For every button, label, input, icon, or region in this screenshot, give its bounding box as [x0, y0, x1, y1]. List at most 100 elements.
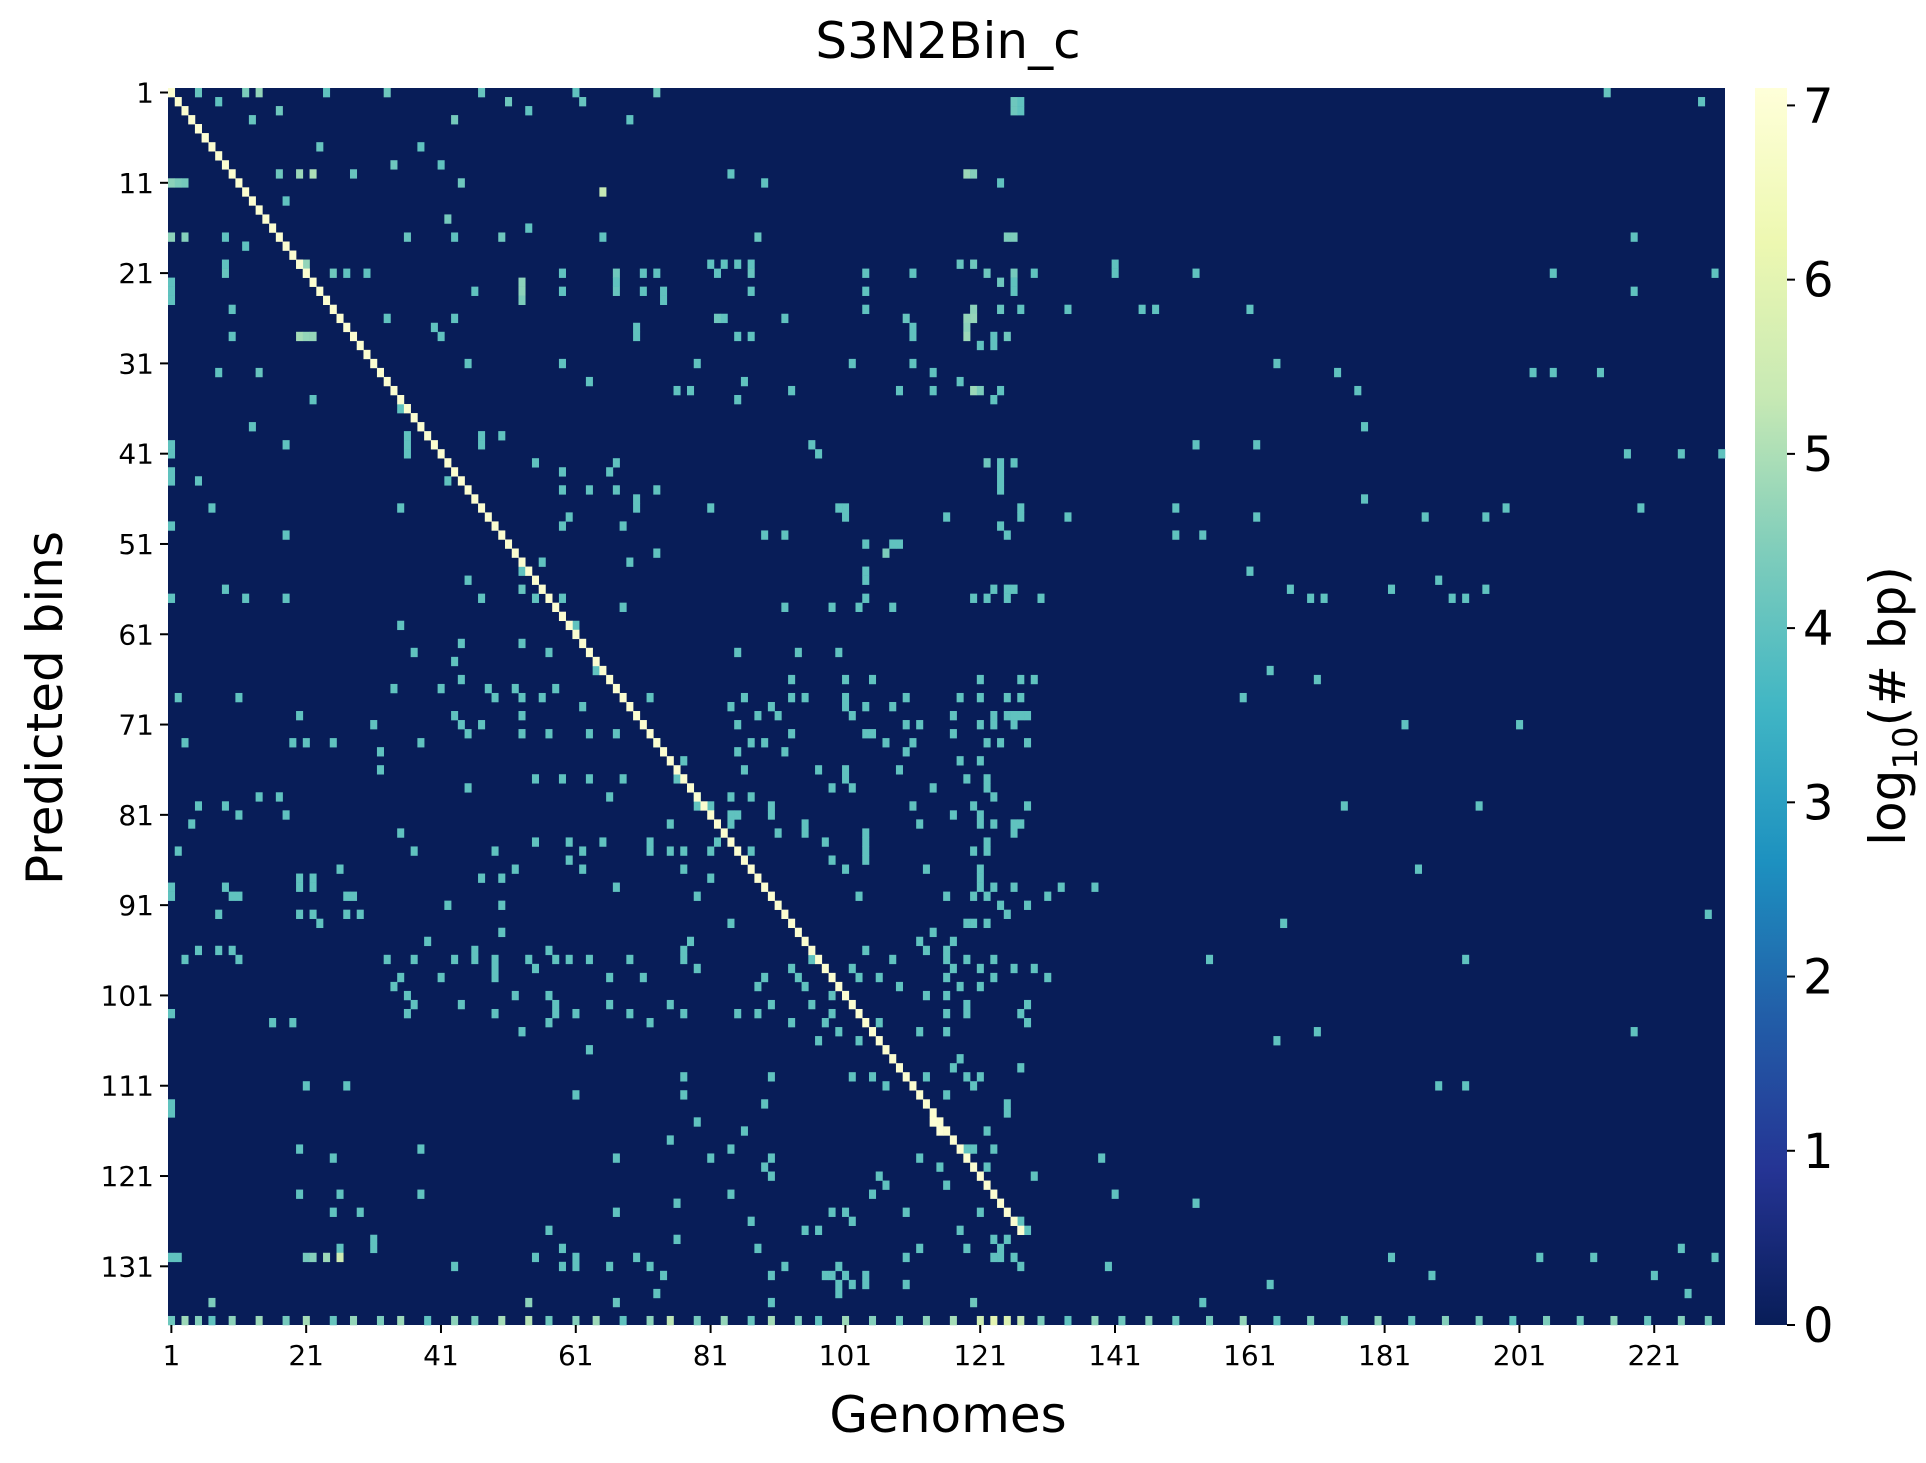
heatmap-cell-diagonal [997, 1198, 1005, 1208]
heatmap-cell [363, 268, 371, 278]
heatmap-cell [376, 765, 384, 775]
heatmap-cell [383, 313, 391, 324]
colorbar-tick-label: 7 [1803, 78, 1834, 134]
heatmap-cell-diagonal [437, 449, 445, 459]
heatmap-cell [464, 729, 472, 739]
heatmap-cell [478, 593, 486, 603]
heatmap-cell [531, 963, 540, 974]
heatmap-cell [1273, 1036, 1281, 1046]
heatmap-cell [835, 1288, 843, 1299]
heatmap-cell [1428, 1270, 1436, 1281]
heatmap-cell [235, 954, 243, 965]
heatmap-cell [505, 97, 513, 107]
heatmap-cell [612, 286, 620, 296]
heatmap-cell [1387, 1252, 1396, 1263]
heatmap-cell [194, 801, 202, 811]
heatmap-cell-diagonal [963, 1153, 971, 1163]
heatmap-cell-diagonal [747, 864, 755, 874]
y-tick-label: 91 [118, 889, 154, 922]
heatmap-cell [545, 729, 553, 739]
heatmap-cell-unbinned [1610, 1315, 1618, 1326]
heatmap-cell [188, 819, 196, 829]
heatmap-cell [592, 665, 600, 676]
heatmap-cell [599, 837, 607, 847]
heatmap-cell [747, 1216, 755, 1226]
heatmap-cell [343, 909, 351, 919]
heatmap-cell [417, 738, 425, 748]
heatmap-cell [612, 1297, 620, 1308]
heatmap-cell [1711, 268, 1719, 278]
heatmap-cell [1253, 512, 1261, 522]
heatmap-cell [451, 115, 459, 125]
heatmap-cell [963, 169, 971, 179]
heatmap-cell [1010, 232, 1018, 242]
heatmap-cell-diagonal [612, 683, 620, 694]
heatmap-cell [451, 1261, 459, 1272]
heatmap-cell [1435, 1081, 1443, 1091]
heatmap-cell-diagonal [498, 530, 506, 540]
heatmap-cell [437, 160, 445, 170]
heatmap-cell [1003, 1234, 1011, 1245]
heatmap-cell [976, 981, 984, 992]
heatmap-cell [1172, 503, 1180, 513]
heatmap-cell [828, 1008, 836, 1019]
heatmap-cell-unbinned [1118, 1315, 1126, 1326]
heatmap-cell [168, 476, 176, 486]
heatmap-cell [976, 963, 984, 974]
heatmap-cell [498, 900, 506, 910]
heatmap-cell-diagonal [727, 837, 735, 847]
heatmap-cell-diagonal [356, 340, 364, 351]
heatmap-cell [801, 981, 809, 992]
heatmap-cell [1024, 999, 1032, 1010]
heatmap-cell [1010, 711, 1018, 721]
heatmap-cell [376, 747, 384, 757]
heatmap-cell [929, 367, 937, 378]
heatmap-cell [842, 503, 850, 513]
heatmap-cell-diagonal [471, 494, 479, 504]
heatmap-cell [842, 864, 850, 874]
y-tick-label: 101 [101, 979, 154, 1012]
heatmap-cell [1334, 367, 1342, 378]
heatmap-cell [471, 286, 479, 296]
heatmap-cell [976, 720, 984, 730]
heatmap-cell [693, 801, 701, 811]
heatmap-cell [875, 1171, 883, 1181]
heatmap-cell-diagonal [565, 620, 573, 631]
heatmap-cell-diagonal [639, 720, 647, 730]
heatmap-cell [282, 593, 290, 603]
heatmap-cell [194, 88, 202, 98]
heatmap-cell-unbinned [767, 1315, 775, 1326]
heatmap-cell-diagonal [1010, 1216, 1018, 1226]
heatmap-cell [464, 575, 472, 585]
heatmap-cell [740, 692, 748, 703]
heatmap-cell [289, 1018, 297, 1028]
heatmap-cell [194, 945, 202, 956]
heatmap-cell [909, 331, 917, 342]
heatmap-cell [558, 358, 566, 369]
heatmap-cell [1266, 665, 1274, 676]
heatmap-cell [1111, 1189, 1119, 1199]
heatmap-cell-unbinned [424, 1315, 432, 1326]
heatmap-cell-diagonal [767, 891, 775, 901]
heatmap-cell [545, 1225, 553, 1236]
y-axis-label: Predicted bins [16, 531, 74, 885]
heatmap-cell [875, 1018, 883, 1028]
heatmap-cell [558, 521, 566, 531]
heatmap-cell [168, 1252, 176, 1263]
heatmap-cell-diagonal [430, 440, 438, 450]
heatmap-cell [842, 512, 850, 522]
heatmap-cell [862, 945, 870, 956]
heatmap-cell [754, 981, 762, 992]
heatmap-cell [1064, 304, 1072, 315]
heatmap-cell [754, 711, 762, 721]
heatmap-cell [761, 1162, 769, 1172]
x-tick-label: 221 [1628, 1339, 1681, 1372]
heatmap-cell [309, 873, 317, 883]
heatmap-cell-diagonal [302, 268, 310, 278]
heatmap-cell [660, 295, 668, 305]
heatmap-cell [633, 331, 641, 342]
heatmap-cell-unbinned [1091, 1315, 1099, 1326]
heatmap-cell [902, 1252, 910, 1263]
heatmap-cell [1199, 530, 1207, 540]
heatmap-cell [943, 1090, 951, 1100]
